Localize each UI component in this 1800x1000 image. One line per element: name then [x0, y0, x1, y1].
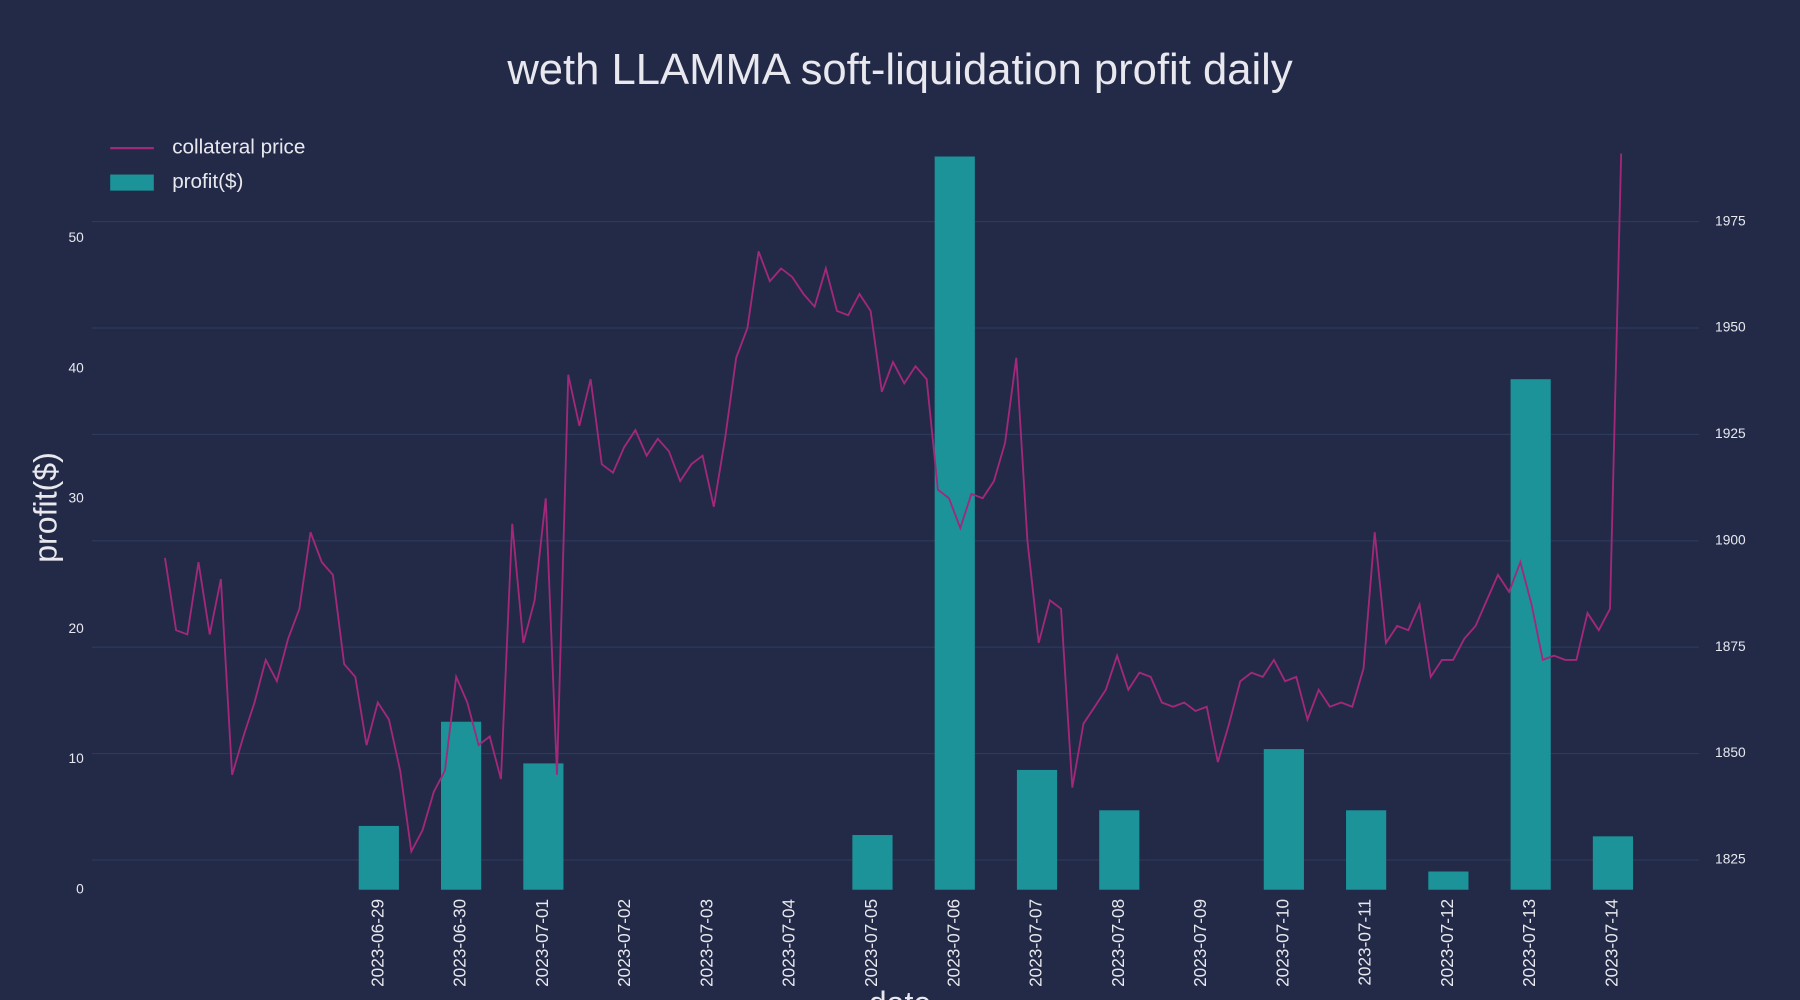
x-tick-label: 2023-07-04 — [779, 898, 799, 986]
x-tick-label: 2023-07-11 — [1355, 899, 1375, 986]
bar — [1592, 836, 1634, 890]
y-axis-label: profit($) — [28, 452, 64, 563]
y-tick-label: 30 — [68, 491, 84, 506]
y2-tick-label: 1975 — [1715, 213, 1746, 228]
x-tick-label: 2023-07-03 — [696, 899, 716, 987]
x-tick-label: 2023-07-08 — [1108, 899, 1128, 987]
x-tick-label: 2023-07-01 — [532, 899, 552, 987]
x-tick-label: 2023-07-12 — [1437, 899, 1457, 987]
x-tick-label: 2023-07-10 — [1272, 899, 1292, 987]
y-tick-label: 20 — [68, 621, 84, 636]
y2-tick-label: 1825 — [1715, 852, 1746, 867]
y2-tick-label: 1900 — [1715, 532, 1746, 547]
legend-label: collateral price — [172, 136, 305, 159]
y-tick-label: 10 — [68, 751, 84, 766]
y2-tick-label: 1950 — [1715, 320, 1746, 335]
bar — [852, 835, 893, 890]
bar — [358, 825, 399, 890]
legend-label: profit($) — [172, 170, 243, 193]
x-axis-label: date — [869, 985, 932, 1000]
y-tick-label: 40 — [68, 360, 84, 375]
x-tick-label: 2023-06-30 — [450, 899, 470, 987]
x-tick-label: 2023-07-14 — [1601, 898, 1621, 986]
y2-tick-label: 1875 — [1715, 639, 1746, 654]
x-tick-label: 2023-07-05 — [861, 899, 881, 987]
y2-tick-label: 1850 — [1715, 745, 1746, 760]
bar — [1016, 769, 1058, 890]
bar — [1346, 810, 1387, 890]
x-tick-label: 2023-07-07 — [1026, 899, 1046, 987]
legend-swatch — [110, 174, 154, 191]
bar — [1099, 810, 1140, 890]
chart-title: weth LLAMMA soft-liquidation profit dail… — [506, 46, 1293, 94]
price-line — [164, 153, 1623, 855]
x-tick-label: 2023-07-02 — [614, 899, 634, 987]
bar — [1510, 379, 1551, 890]
x-tick-label: 2023-07-13 — [1519, 899, 1539, 987]
y-tick-label: 0 — [76, 881, 84, 896]
y2-tick-label: 1925 — [1715, 426, 1746, 441]
bar — [1263, 749, 1304, 890]
bar — [1428, 871, 1469, 890]
x-tick-label: 2023-07-06 — [943, 899, 963, 987]
x-tick-label: 2023-06-29 — [367, 899, 387, 987]
x-tick-label: 2023-07-09 — [1190, 899, 1210, 987]
bar — [934, 156, 975, 890]
y-tick-label: 50 — [68, 230, 84, 245]
bar — [523, 763, 564, 890]
